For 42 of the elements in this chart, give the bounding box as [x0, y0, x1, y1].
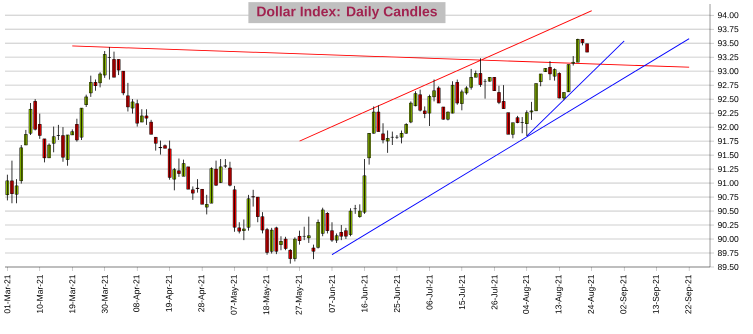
y-tick-label: 93.00: [718, 68, 738, 74]
x-tick-label: 08-Apr-21: [133, 274, 142, 312]
x-tick-label: 07-Jun-21: [329, 274, 335, 312]
y-tick-label: 91.50: [718, 152, 738, 158]
x-tick-label: 19-Apr-21: [166, 274, 174, 312]
x-tick-label: 25-Jun-21: [394, 274, 400, 312]
x-tick-label: 02-Sep-21: [620, 274, 628, 314]
x-tick-label: 13-Sep-21: [652, 274, 660, 314]
x-tick-label: 06-Jul-21: [426, 274, 432, 310]
y-tick-label: 94.00: [718, 12, 738, 18]
y-tick-label: 89.50: [718, 264, 738, 270]
x-tick-label: 18-May-21: [263, 274, 271, 314]
y-tick-label: 90.50: [718, 208, 738, 214]
y-tick-label: 91.25: [718, 166, 738, 172]
x-tick-label: 01-Mar-21: [4, 274, 10, 314]
chart-title: Dollar Index: Daily Candles: [257, 6, 437, 20]
x-tick-label: 15-Jul-21: [458, 274, 465, 310]
x-tick-label: 07-May-21: [230, 274, 238, 315]
y-tick-label: 92.00: [718, 124, 738, 130]
y-tick-label: 90.25: [718, 222, 738, 228]
y-tick-label: 90.75: [718, 194, 738, 200]
x-tick-label: 10-Mar-21: [36, 274, 43, 313]
x-tick-label: 28-Apr-21: [198, 274, 206, 312]
x-tick-label: 22-Sep-21: [685, 274, 693, 314]
x-tick-label: 27-May-21: [296, 274, 304, 315]
x-tick-label: 04-Aug-21: [522, 274, 531, 314]
y-tick-label: 91.75: [718, 138, 738, 144]
x-tick-label: 30-Mar-21: [102, 274, 108, 314]
x-tick-label: 16-Jun-21: [361, 274, 368, 312]
y-tick-label: 93.75: [718, 26, 738, 32]
y-tick-label: 93.50: [718, 40, 738, 46]
y-tick-label: 92.50: [718, 96, 738, 102]
y-tick-label: 92.25: [718, 110, 738, 116]
x-tick-label: 26-Jul-21: [491, 274, 498, 310]
x-tick-label: 19-Mar-21: [69, 274, 76, 313]
y-tick-label: 90.00: [718, 236, 738, 242]
y-tick-label: 92.75: [718, 82, 738, 88]
x-tick-label: 13-Aug-21: [555, 274, 564, 314]
y-tick-label: 91.00: [718, 180, 738, 186]
y-tick-label: 93.25: [718, 54, 738, 60]
y-tick-label: 89.75: [718, 250, 738, 256]
x-tick-label: 24-Aug-21: [588, 274, 596, 314]
